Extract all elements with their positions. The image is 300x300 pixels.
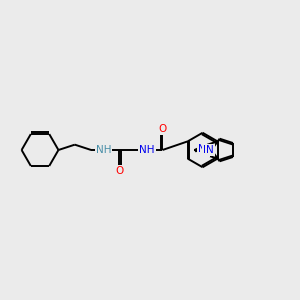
Text: NH: NH [96,145,111,155]
Text: N: N [198,144,206,154]
Text: N: N [203,145,211,155]
Text: NH: NH [139,145,155,155]
Text: O: O [115,166,123,176]
Text: N: N [206,145,214,155]
Text: S: S [202,146,209,156]
Text: O: O [158,124,166,134]
